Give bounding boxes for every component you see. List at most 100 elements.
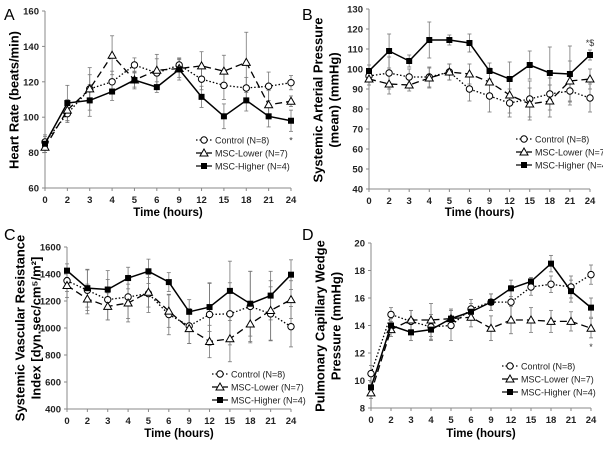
x-axis-label: Time (hours) (445, 207, 515, 219)
series-line-higher (370, 262, 592, 388)
data-point-control (566, 87, 574, 95)
data-point-control (200, 136, 208, 144)
y-tick-label: 1200 (40, 297, 61, 308)
data-point-msc-higher (145, 268, 152, 275)
x-tick-label: 5 (447, 196, 453, 207)
x-tick-label: 15 (524, 196, 535, 207)
data-point-msc-lower (204, 336, 215, 345)
x-axis-label: Time (hours) (144, 428, 214, 440)
data-point-msc-higher (206, 304, 213, 311)
data-point-control (242, 84, 250, 92)
data-point-msc-higher (86, 97, 93, 104)
data-point-msc-lower (406, 314, 416, 324)
panel-a: A 60 80 100 120 140 160 0 2 3 4 5 6 9 12 15 18 21 24 Time (… (4, 7, 297, 220)
data-point-msc-lower (225, 333, 235, 343)
x-tick-label: 3 (105, 416, 110, 427)
y-tick-label: 16 (354, 294, 365, 305)
x-tick-label: 6 (468, 415, 473, 426)
panel-letter: B (302, 7, 313, 24)
data-point-msc-lower (504, 89, 515, 99)
data-point-msc-higher (165, 279, 172, 286)
y-tick-label: 800 (45, 351, 61, 362)
data-point-control (130, 61, 139, 69)
panel-d: D 8 10 12 14 16 18 20 0 2 3 4 5 6 9 12 15 18 21 24 Time (hou… (302, 227, 597, 440)
data-point-msc-higher (526, 62, 533, 68)
data-point-control (465, 85, 474, 93)
y-tick-label: 80 (28, 148, 39, 159)
series-line-lower (368, 71, 591, 105)
data-point-msc-lower (84, 83, 95, 93)
legend-label: MSC-Lower (N=7) (215, 149, 288, 159)
data-point-control (216, 370, 224, 378)
legend-label: MSC-Higher (N=4) (231, 396, 306, 406)
data-point-msc-higher (488, 299, 494, 306)
data-point-msc-lower (426, 314, 436, 324)
data-point-msc-lower (143, 287, 154, 296)
data-point-msc-higher (267, 292, 274, 299)
x-tick-label: 12 (196, 195, 207, 206)
data-point-msc-higher (42, 140, 48, 147)
y-tick-label: 400 (45, 405, 61, 416)
significance-annotation: * (589, 342, 593, 352)
x-tick-label: 6 (166, 416, 171, 427)
data-point-msc-higher (368, 384, 374, 391)
legend-label: MSC-Higher (N=4) (215, 162, 290, 172)
panel-letter: D (302, 227, 314, 244)
data-point-msc-lower (163, 306, 174, 315)
data-point-msc-higher (109, 88, 116, 95)
x-tick-label: 21 (265, 416, 276, 427)
data-point-msc-higher (84, 285, 91, 292)
x-tick-label: 0 (366, 196, 371, 207)
panel-c: C 400 600 800 1000 1200 1400 1600 0 2 3 4 5 6 9 12 15 18 2… (4, 227, 306, 440)
data-point-msc-higher (153, 84, 160, 91)
data-point-msc-lower (199, 147, 209, 157)
data-point-msc-higher (486, 68, 493, 74)
y-tick-label: 1600 (40, 243, 61, 254)
data-point-control (447, 321, 455, 330)
series-line-lower (44, 54, 292, 148)
data-point-msc-lower (565, 75, 575, 85)
data-point-msc-higher (521, 162, 527, 168)
panel-b: B 40 50 60 70 80 90 100 110 120 130 0 2 3 4 5 6 9 12 15 18 21… (302, 5, 603, 220)
legend: Control (N=8) MSC-Lower (N=7) MSC-Higher (… (196, 136, 290, 172)
x-tick-label: 3 (87, 195, 92, 206)
data-point-msc-higher (388, 322, 394, 329)
legend: Control (N=8) MSC-Lower (N=7) MSC-Higher (… (212, 370, 306, 406)
data-point-msc-higher (446, 37, 453, 43)
data-point-msc-lower (219, 66, 229, 75)
data-point-msc-lower (364, 73, 374, 83)
significance-annotation: *$ (586, 38, 595, 48)
y-tick-label: 600 (45, 378, 61, 389)
y-axis-label: Pressure (mmHg) (329, 272, 344, 380)
legend-label: MSC-Higher (N=4) (535, 161, 603, 171)
y-tick-label: 12 (354, 349, 365, 360)
y-tick-label: 50 (352, 165, 363, 176)
y-tick-label: 20 (354, 239, 365, 250)
x-tick-label: 2 (386, 196, 391, 207)
x-tick-label: 5 (132, 195, 138, 206)
data-point-msc-lower (286, 96, 296, 105)
data-point-msc-lower (62, 105, 73, 114)
data-point-msc-lower (366, 387, 376, 397)
data-point-msc-lower (505, 373, 515, 383)
legend-label: Control (N=8) (215, 136, 269, 146)
x-tick-label: 0 (64, 416, 69, 427)
x-tick-label: 21 (565, 196, 576, 207)
data-point-msc-higher (546, 70, 553, 76)
x-tick-label: 21 (566, 415, 577, 426)
series-line-higher (66, 270, 292, 313)
data-point-control (367, 369, 375, 378)
data-point-msc-lower (263, 99, 274, 109)
data-point-control (507, 298, 515, 306)
y-axis-label: Pulmonary Capillary Wedge (313, 240, 328, 412)
data-point-msc-lower (123, 298, 133, 307)
legend-label: MSC-Lower (N=7) (521, 375, 594, 385)
significance-annotation: * (289, 135, 293, 145)
legend-label: Control (N=8) (535, 135, 589, 145)
legend-label: MSC-Lower (N=7) (535, 148, 603, 158)
data-point-msc-lower (586, 323, 596, 332)
y-axis-label: Systemic Arterial Pressure (311, 17, 326, 182)
series-line-lower (66, 284, 292, 343)
data-point-msc-lower (466, 312, 476, 321)
